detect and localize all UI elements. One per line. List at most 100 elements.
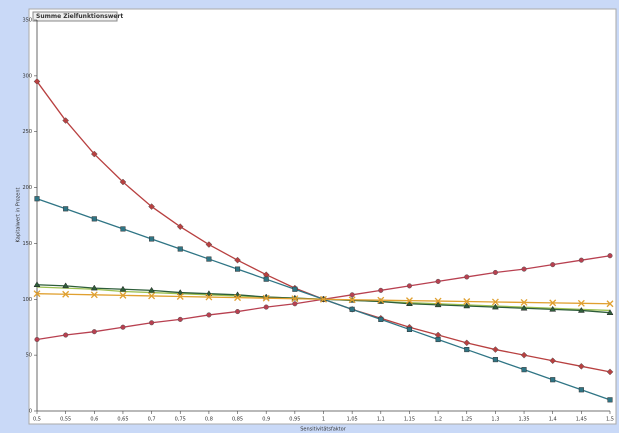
marker bbox=[434, 301, 442, 308]
marker bbox=[406, 300, 413, 307]
marker bbox=[521, 266, 527, 272]
y-tick-label: 0 bbox=[29, 409, 32, 415]
marker bbox=[406, 326, 412, 332]
marker bbox=[435, 336, 441, 343]
marker bbox=[577, 306, 585, 313]
marker bbox=[263, 276, 269, 282]
marker bbox=[292, 286, 298, 292]
y-tick-label: 200 bbox=[22, 185, 32, 191]
marker bbox=[176, 293, 184, 300]
marker bbox=[521, 367, 527, 373]
x-tick-label: 1,5 bbox=[606, 417, 614, 423]
x-tick-label: 1,2 bbox=[434, 417, 442, 423]
marker bbox=[119, 291, 127, 299]
marker bbox=[205, 241, 213, 248]
marker bbox=[578, 387, 584, 393]
marker bbox=[549, 299, 557, 307]
marker bbox=[606, 309, 614, 315]
marker bbox=[34, 196, 40, 202]
marker bbox=[62, 282, 70, 289]
x-tick-label: 0,65 bbox=[117, 417, 128, 423]
marker bbox=[520, 304, 528, 311]
marker bbox=[607, 397, 613, 403]
marker bbox=[119, 285, 127, 292]
marker bbox=[492, 346, 499, 353]
marker bbox=[549, 305, 557, 312]
marker bbox=[33, 281, 41, 288]
marker bbox=[177, 316, 183, 322]
marker bbox=[349, 306, 355, 312]
marker bbox=[550, 377, 556, 383]
marker bbox=[291, 295, 299, 303]
marker bbox=[578, 257, 584, 263]
x-tick-label: 0,75 bbox=[175, 417, 186, 423]
marker bbox=[577, 362, 585, 370]
marker bbox=[148, 292, 156, 300]
marker bbox=[464, 347, 470, 353]
marker bbox=[206, 312, 212, 318]
marker bbox=[205, 293, 213, 301]
marker bbox=[91, 216, 97, 222]
marker bbox=[205, 290, 213, 296]
chart-title: Summe Zielfunktionswert bbox=[36, 13, 123, 20]
y-tick-label: 100 bbox=[22, 297, 32, 303]
y-axis-label: Kapitalwert in Prozent bbox=[16, 188, 22, 243]
marker bbox=[33, 78, 41, 85]
marker bbox=[235, 309, 241, 315]
plot-panel bbox=[28, 8, 617, 425]
x-tick-label: 1,4 bbox=[549, 417, 557, 423]
marker bbox=[176, 223, 184, 231]
marker bbox=[491, 298, 499, 306]
marker bbox=[262, 294, 270, 302]
x-tick-label: 0,9 bbox=[262, 417, 270, 423]
x-tick-label: 0,85 bbox=[232, 417, 243, 423]
x-axis-label: Sensitivitätsfaktor bbox=[300, 427, 346, 433]
x-tick-label: 1,25 bbox=[461, 417, 472, 423]
x-tick-label: 0,95 bbox=[289, 417, 300, 423]
x-tick-label: 0,7 bbox=[148, 417, 156, 423]
marker bbox=[119, 178, 127, 186]
marker bbox=[206, 256, 212, 262]
x-tick-label: 0,5 bbox=[33, 417, 41, 423]
marker bbox=[34, 336, 40, 343]
marker bbox=[405, 297, 413, 305]
marker bbox=[90, 150, 98, 158]
x-tick-label: 0,8 bbox=[205, 417, 213, 423]
marker bbox=[90, 284, 98, 291]
x-tick-label: 0,6 bbox=[90, 417, 98, 423]
marker bbox=[492, 269, 498, 276]
marker bbox=[464, 274, 470, 280]
marker bbox=[520, 351, 528, 359]
marker bbox=[120, 324, 126, 330]
marker bbox=[33, 290, 41, 298]
marker bbox=[235, 266, 241, 272]
marker bbox=[149, 236, 155, 242]
y-tick-label: 150 bbox=[22, 241, 32, 247]
marker bbox=[606, 368, 614, 376]
marker bbox=[177, 246, 183, 252]
marker bbox=[378, 287, 384, 293]
x-tick-label: 1,15 bbox=[404, 417, 415, 423]
marker bbox=[263, 304, 269, 310]
marker bbox=[148, 286, 156, 293]
y-tick-label: 300 bbox=[22, 73, 32, 79]
marker bbox=[463, 302, 471, 309]
marker bbox=[349, 292, 355, 298]
marker bbox=[176, 289, 184, 295]
marker bbox=[149, 320, 155, 326]
marker bbox=[378, 316, 384, 322]
marker bbox=[491, 303, 499, 310]
marker bbox=[463, 298, 471, 305]
marker bbox=[435, 278, 441, 284]
marker bbox=[406, 283, 413, 289]
marker bbox=[377, 296, 385, 304]
marker bbox=[90, 291, 98, 299]
x-tick-label: 1,45 bbox=[576, 417, 587, 423]
marker bbox=[63, 332, 69, 338]
x-tick-label: 1,05 bbox=[347, 417, 358, 423]
y-tick-label: 250 bbox=[22, 129, 32, 135]
x-tick-label: 0,55 bbox=[60, 417, 71, 423]
x-tick-label: 1,3 bbox=[491, 417, 499, 423]
marker bbox=[550, 262, 556, 268]
